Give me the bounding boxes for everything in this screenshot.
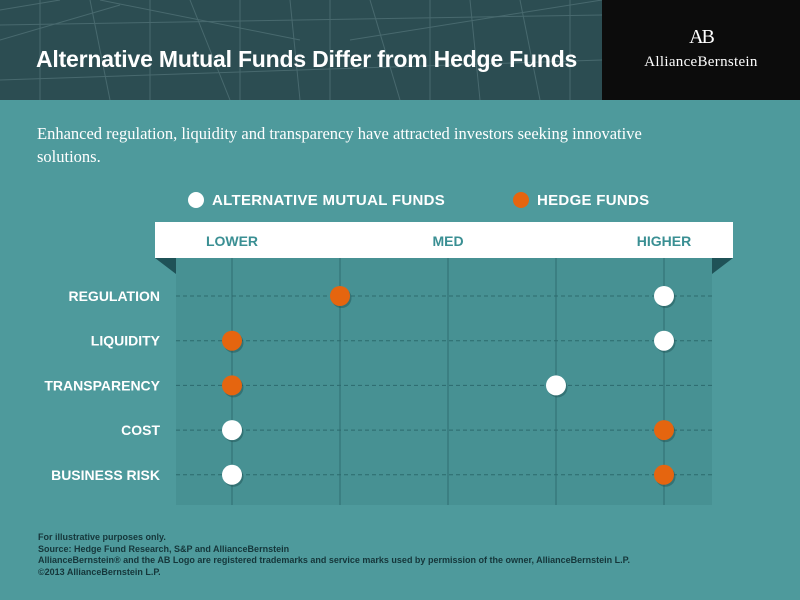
legend-label-hedge-funds: HEDGE FUNDS — [537, 191, 650, 209]
point-alternative-mutual-funds — [222, 464, 242, 485]
scale-label-lower: LOWER — [206, 233, 258, 249]
scale-label-med: MED — [432, 233, 463, 249]
company-logo: AB AllianceBernstein — [602, 0, 800, 100]
point-alternative-mutual-funds — [654, 330, 674, 351]
plot-panel — [176, 258, 712, 505]
point-alternative-mutual-funds — [654, 286, 674, 306]
category-label-business-risk: BUSINESS RISK — [51, 467, 160, 483]
footer-line-copyright: ©2013 AllianceBernstein L.P. — [38, 566, 161, 577]
point-hedge-funds — [330, 286, 350, 306]
point-hedge-funds — [654, 464, 674, 485]
subtitle: Enhanced regulation, liquidity and trans… — [37, 124, 642, 166]
scale-label-higher: HIGHER — [637, 233, 691, 249]
category-label-cost: COST — [121, 422, 160, 438]
footer-line-source: Source: Hedge Fund Research, S&P and All… — [38, 543, 290, 554]
legend-marker-white — [188, 192, 204, 208]
header-banner: Alternative Mutual Funds Differ from Hed… — [0, 0, 800, 100]
legend-marker-orange — [513, 192, 529, 208]
category-label-transparency: TRANSPARENCY — [44, 377, 160, 393]
footer-line-illustrative: For illustrative purposes only. — [38, 532, 166, 542]
logo-mark: AB — [689, 26, 715, 48]
point-hedge-funds — [222, 375, 242, 396]
category-label-liquidity: LIQUIDITY — [91, 333, 161, 349]
footer-notes: For illustrative purposes only. Source: … — [38, 532, 778, 578]
category-label-regulation: REGULATION — [68, 288, 160, 304]
footer-line-trademark: AllianceBernstein® and the AB Logo are r… — [38, 555, 630, 565]
point-hedge-funds — [222, 330, 242, 351]
logo-text: AllianceBernstein — [644, 54, 758, 70]
legend-item-hedge-funds: HEDGE FUNDS — [513, 190, 649, 210]
legend-item-alternative-mutual-funds: ALTERNATIVE MUTUAL FUNDS — [188, 190, 445, 210]
legend-label-alternative-mutual-funds: ALTERNATIVE MUTUAL FUNDS — [212, 191, 446, 209]
point-hedge-funds — [654, 420, 674, 441]
point-alternative-mutual-funds — [546, 375, 566, 396]
ribbon-fold-left — [155, 258, 176, 274]
scale-header-band — [155, 222, 733, 258]
ribbon-fold-right — [712, 258, 733, 274]
page-title: Alternative Mutual Funds Differ from Hed… — [36, 46, 578, 72]
point-alternative-mutual-funds — [222, 420, 242, 441]
header-pattern — [0, 0, 602, 100]
